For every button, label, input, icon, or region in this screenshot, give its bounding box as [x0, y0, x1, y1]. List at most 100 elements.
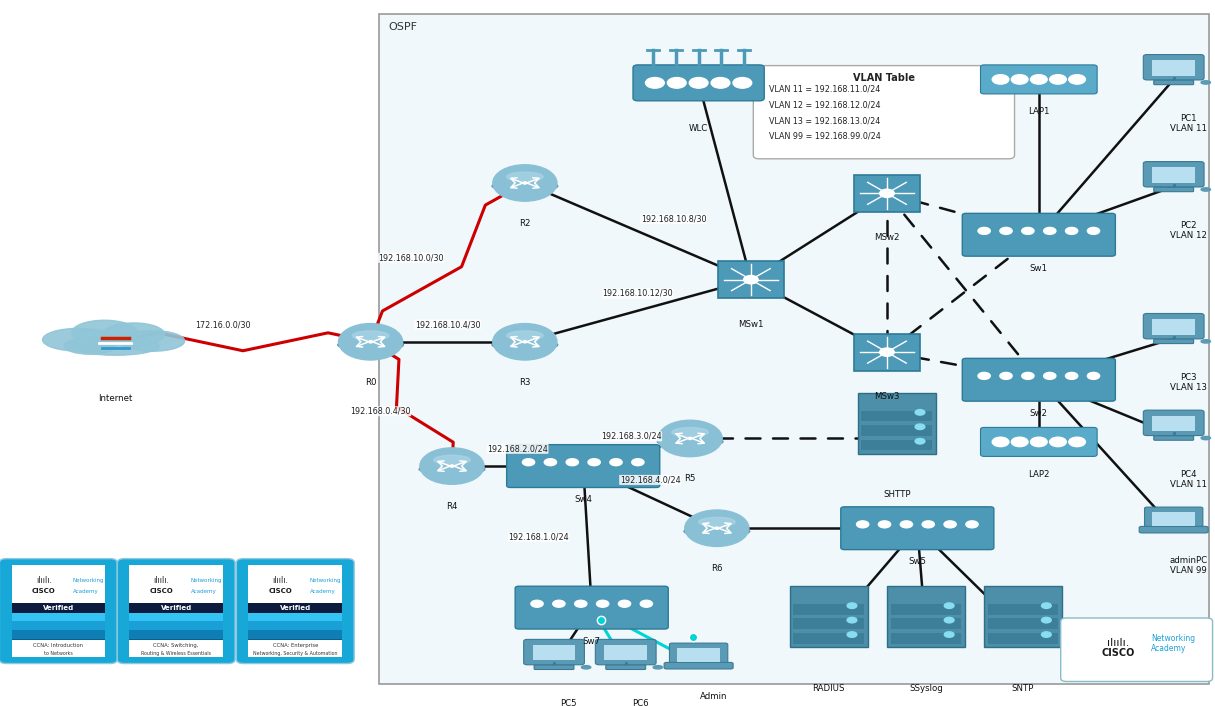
- FancyBboxPatch shape: [606, 665, 645, 669]
- Circle shape: [1041, 632, 1051, 638]
- Text: R5: R5: [684, 474, 696, 484]
- Text: VLAN Table: VLAN Table: [853, 73, 915, 83]
- Circle shape: [1030, 437, 1047, 447]
- Circle shape: [978, 373, 990, 379]
- Circle shape: [610, 459, 622, 466]
- Text: Sw1: Sw1: [1030, 264, 1047, 273]
- Text: ılıılı.: ılıılı.: [1107, 638, 1130, 648]
- Ellipse shape: [1202, 340, 1210, 343]
- Text: Verified: Verified: [160, 605, 192, 611]
- FancyBboxPatch shape: [891, 618, 961, 629]
- Bar: [1152, 167, 1196, 183]
- Circle shape: [1022, 227, 1034, 234]
- Text: R6: R6: [711, 564, 723, 573]
- Circle shape: [493, 164, 556, 201]
- Text: R3: R3: [519, 378, 531, 387]
- Text: CISCO: CISCO: [149, 588, 174, 594]
- Circle shape: [993, 437, 1008, 447]
- Circle shape: [1069, 75, 1085, 84]
- Circle shape: [1030, 75, 1047, 84]
- FancyBboxPatch shape: [861, 425, 932, 436]
- Circle shape: [1022, 373, 1034, 379]
- FancyBboxPatch shape: [11, 565, 106, 604]
- Text: 192.168.10.12/30: 192.168.10.12/30: [603, 289, 673, 298]
- Circle shape: [1044, 373, 1056, 379]
- Text: Networking, Security & Automation: Networking, Security & Automation: [253, 651, 338, 656]
- Text: Academy: Academy: [310, 589, 335, 594]
- FancyBboxPatch shape: [981, 427, 1097, 456]
- FancyBboxPatch shape: [524, 640, 584, 665]
- FancyBboxPatch shape: [988, 604, 1058, 615]
- Circle shape: [1066, 227, 1078, 234]
- Circle shape: [966, 521, 978, 528]
- FancyBboxPatch shape: [981, 65, 1097, 94]
- Circle shape: [522, 459, 535, 466]
- Text: Networking: Networking: [191, 578, 222, 583]
- Circle shape: [553, 600, 565, 607]
- Circle shape: [420, 448, 484, 484]
- FancyBboxPatch shape: [1154, 339, 1193, 344]
- Circle shape: [667, 78, 686, 88]
- Ellipse shape: [434, 455, 470, 465]
- Text: 172.16.0.0/30: 172.16.0.0/30: [194, 320, 250, 329]
- Ellipse shape: [102, 323, 164, 346]
- FancyBboxPatch shape: [1061, 618, 1213, 681]
- FancyBboxPatch shape: [1143, 54, 1204, 80]
- Text: Academy: Academy: [191, 589, 216, 594]
- Text: Networking: Networking: [310, 578, 341, 583]
- Circle shape: [531, 600, 543, 607]
- Text: 192.168.3.0/24: 192.168.3.0/24: [601, 432, 662, 441]
- FancyBboxPatch shape: [1154, 80, 1193, 85]
- Text: CISCO: CISCO: [1102, 648, 1135, 658]
- FancyBboxPatch shape: [236, 558, 355, 664]
- Bar: [11, 640, 106, 657]
- Circle shape: [1044, 227, 1056, 234]
- Bar: [1152, 416, 1196, 431]
- FancyBboxPatch shape: [858, 393, 936, 454]
- Circle shape: [733, 78, 752, 88]
- FancyBboxPatch shape: [962, 359, 1115, 401]
- Bar: [248, 630, 341, 639]
- Bar: [248, 621, 341, 630]
- Text: RADIUS: RADIUS: [813, 683, 844, 693]
- Circle shape: [1041, 603, 1051, 609]
- Text: VLAN 99 = 192.168.99.0/24: VLAN 99 = 192.168.99.0/24: [769, 132, 881, 141]
- Circle shape: [632, 459, 644, 466]
- FancyBboxPatch shape: [379, 14, 1209, 683]
- Text: 192.168.4.0/24: 192.168.4.0/24: [620, 475, 680, 484]
- Circle shape: [880, 189, 894, 198]
- Circle shape: [1087, 227, 1100, 234]
- Bar: [129, 639, 224, 642]
- Circle shape: [944, 521, 956, 528]
- Ellipse shape: [492, 340, 558, 350]
- Text: PC2
VLAN 12: PC2 VLAN 12: [1170, 221, 1206, 240]
- Circle shape: [1087, 373, 1100, 379]
- Circle shape: [1041, 617, 1051, 623]
- Ellipse shape: [43, 328, 115, 351]
- FancyBboxPatch shape: [535, 665, 573, 669]
- Text: PC6: PC6: [632, 699, 649, 706]
- Circle shape: [685, 510, 748, 546]
- Bar: [1152, 61, 1196, 76]
- Bar: [129, 604, 224, 613]
- Text: ılıılı.: ılıılı.: [153, 576, 170, 585]
- FancyBboxPatch shape: [861, 440, 932, 450]
- Ellipse shape: [657, 436, 723, 447]
- Text: Sw2: Sw2: [1030, 409, 1047, 418]
- Circle shape: [588, 459, 600, 466]
- FancyBboxPatch shape: [507, 445, 660, 487]
- Bar: [129, 613, 224, 621]
- FancyBboxPatch shape: [793, 618, 864, 629]
- Text: Sw5: Sw5: [909, 557, 926, 566]
- Text: PC3
VLAN 13: PC3 VLAN 13: [1170, 373, 1206, 393]
- Circle shape: [689, 78, 708, 88]
- Circle shape: [1050, 75, 1067, 84]
- Text: adminPC
VLAN 99: adminPC VLAN 99: [1169, 556, 1208, 575]
- FancyBboxPatch shape: [891, 633, 961, 644]
- FancyBboxPatch shape: [1143, 410, 1204, 436]
- Text: Sw4: Sw4: [575, 495, 592, 504]
- Text: R4: R4: [446, 502, 458, 511]
- FancyBboxPatch shape: [718, 261, 784, 299]
- Text: Admin: Admin: [700, 692, 727, 701]
- Text: WLC: WLC: [689, 124, 708, 133]
